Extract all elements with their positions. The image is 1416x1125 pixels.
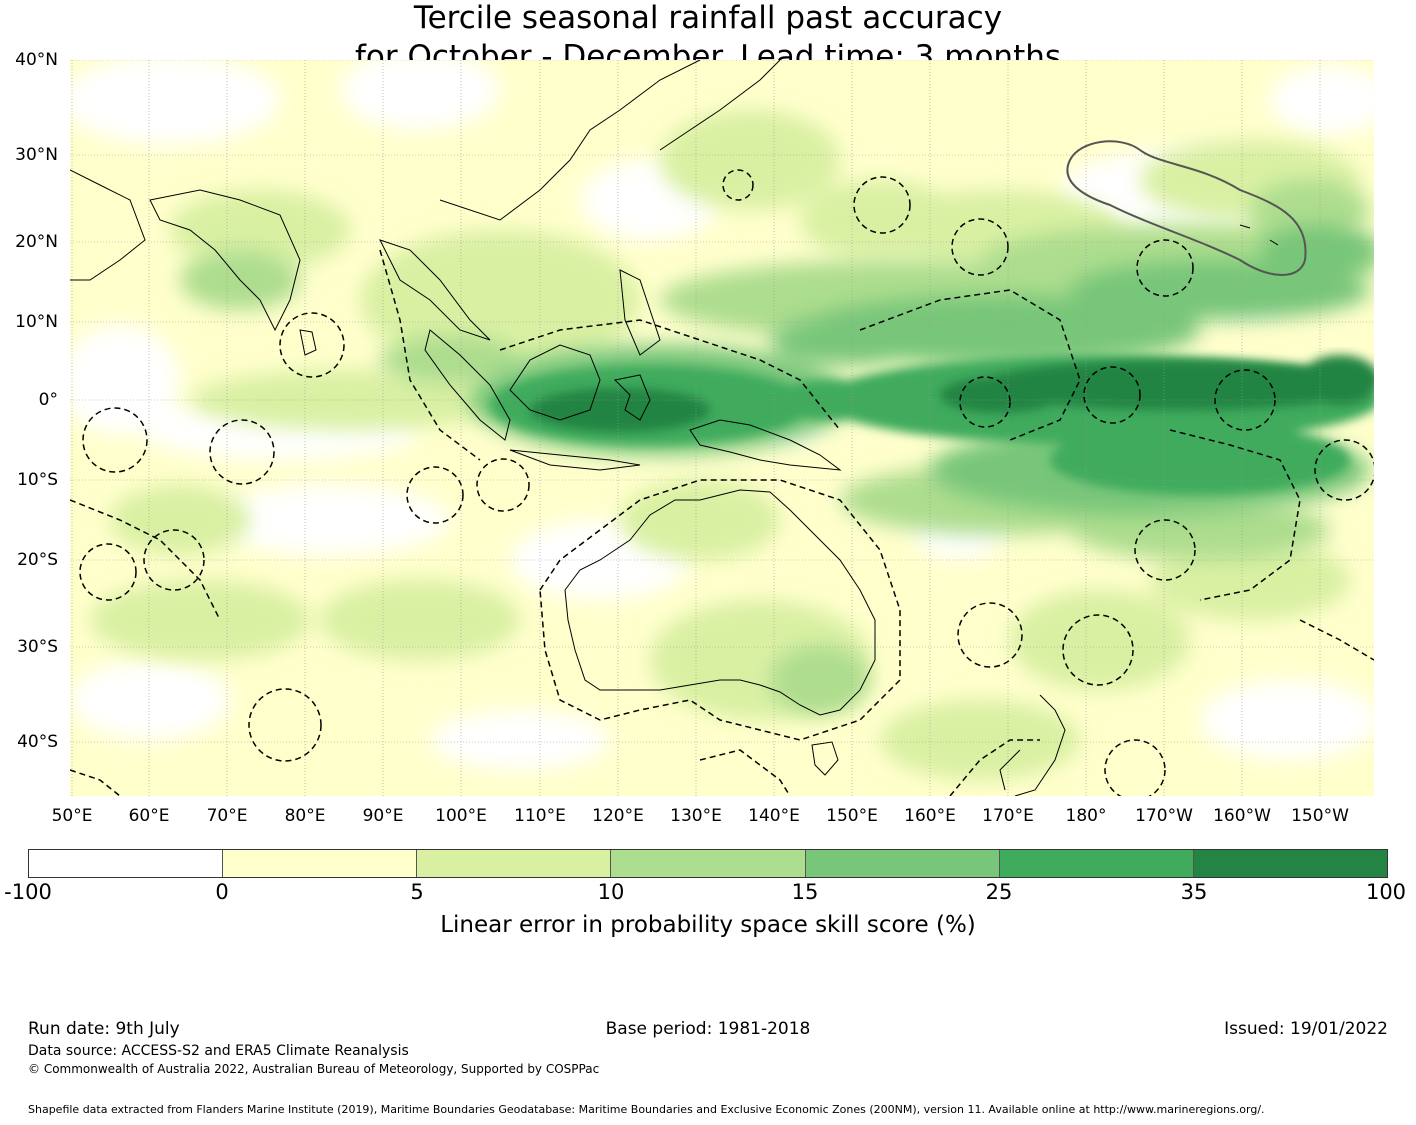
lat-label-40s: 40°S (17, 732, 58, 752)
lat-label-40n: 40°N (15, 50, 58, 70)
colorbar-tick-minus100: -100 (4, 880, 52, 904)
lon-label-80e: 80°E (284, 806, 326, 826)
skill-score-map (70, 60, 1374, 796)
colorbar-tick-0: 0 (215, 880, 229, 904)
colorbar-tick-100: 100 (1365, 880, 1407, 904)
hawaii-region-outline (1066, 140, 1307, 276)
issued-date: Issued: 19/01/2022 (1224, 1019, 1388, 1039)
lat-label-20n: 20°N (15, 232, 58, 252)
lon-label-170e: 170°E (982, 806, 1034, 826)
lat-label-equator: 0° (38, 390, 58, 410)
data-source: Data source: ACCESS-S2 and ERA5 Climate … (28, 1043, 409, 1059)
lon-label-90e: 90°E (362, 806, 404, 826)
colorbar-tick-5: 5 (410, 880, 424, 904)
colorbar-tick-35: 35 (1180, 880, 1208, 904)
colorbar-tick-25: 25 (985, 880, 1013, 904)
lon-label-150w: 150°W (1291, 806, 1349, 826)
lon-label-180: 180° (1065, 806, 1107, 826)
colorbar-segment-0 (29, 850, 224, 877)
lat-label-20s: 20°S (17, 550, 58, 570)
colorbar-tick-15: 15 (791, 880, 819, 904)
colorbar-tick-10: 10 (597, 880, 625, 904)
coastlines (70, 60, 1279, 796)
colorbar (28, 849, 1388, 878)
colorbar-segment-5 (999, 850, 1194, 877)
lon-label-170w: 170°W (1135, 806, 1193, 826)
lon-label-140e: 140°E (748, 806, 800, 826)
lon-label-110e: 110°E (514, 806, 566, 826)
copyright: © Commonwealth of Australia 2022, Austra… (28, 1062, 600, 1076)
colorbar-segment-4 (805, 850, 1000, 877)
lon-label-160e: 160°E (904, 806, 956, 826)
lon-label-100e: 100°E (435, 806, 487, 826)
lon-label-120e: 120°E (592, 806, 644, 826)
map-title-line-1: Tercile seasonal rainfall past accuracy (413, 0, 1003, 36)
shapefile-credit: Shapefile data extracted from Flanders M… (28, 1103, 1265, 1116)
lon-label-130e: 130°E (670, 806, 722, 826)
run-date: Run date: 9th July (28, 1019, 180, 1039)
colorbar-segment-6 (1193, 850, 1387, 877)
lat-label-30s: 30°S (17, 637, 58, 657)
colorbar-segment-2 (417, 850, 612, 877)
lat-label-30n: 30°N (15, 145, 58, 165)
lon-label-50e: 50°E (51, 806, 93, 826)
lon-label-150e: 150°E (826, 806, 878, 826)
lat-label-10n: 10°N (15, 312, 58, 332)
base-period: Base period: 1981-2018 (605, 1019, 811, 1039)
lon-label-70e: 70°E (206, 806, 248, 826)
colorbar-label: Linear error in probability space skill … (440, 912, 976, 938)
lon-label-60e: 60°E (128, 806, 170, 826)
eez-boundaries (70, 169, 1374, 796)
colorbar-segment-1 (223, 850, 418, 877)
lat-label-10s: 10°S (17, 470, 58, 490)
lon-label-160w: 160°W (1213, 806, 1271, 826)
colorbar-segment-3 (611, 850, 806, 877)
